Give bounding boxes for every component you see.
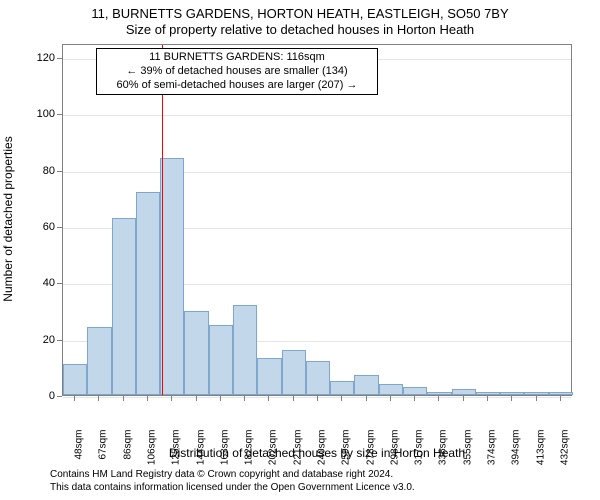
ytick-label: 100 [27, 108, 55, 120]
ytick-label: 80 [27, 165, 55, 177]
bar [233, 305, 257, 395]
xtick-label: 182sqm [244, 430, 255, 480]
y-axis-label: Number of detached properties [1, 119, 15, 319]
xtick-label: 355sqm [462, 430, 473, 480]
xtick-mark [268, 396, 269, 401]
ytick-mark [57, 340, 62, 341]
bar [549, 392, 573, 395]
bar [306, 361, 330, 395]
bar [452, 389, 476, 395]
ytick-label: 20 [27, 334, 55, 346]
xtick-mark [293, 396, 294, 401]
ytick-label: 0 [27, 390, 55, 402]
bar [184, 311, 208, 395]
xtick-label: 259sqm [341, 430, 352, 480]
xtick-label: 48sqm [74, 430, 85, 480]
xtick-mark [244, 396, 245, 401]
ytick-mark [57, 171, 62, 172]
annotation-line: 60% of semi-detached houses are larger (… [103, 79, 371, 93]
xtick-label: 240sqm [317, 430, 328, 480]
gridline-h [63, 115, 571, 116]
xtick-mark [341, 396, 342, 401]
bar [87, 327, 111, 395]
xtick-label: 317sqm [414, 430, 425, 480]
xtick-label: 67sqm [98, 430, 109, 480]
annotation-line: 11 BURNETTS GARDENS: 116sqm [103, 51, 371, 65]
ytick-mark [57, 58, 62, 59]
bar [379, 384, 403, 395]
ytick-label: 40 [27, 277, 55, 289]
ytick-mark [57, 114, 62, 115]
annotation-line: ← 39% of detached houses are smaller (13… [103, 65, 371, 79]
xtick-mark [414, 396, 415, 401]
xtick-label: 278sqm [365, 430, 376, 480]
footer-line: This data contains information licensed … [50, 482, 415, 495]
xtick-mark [390, 396, 391, 401]
ytick-label: 60 [27, 221, 55, 233]
bar [427, 392, 451, 395]
xtick-mark [511, 396, 512, 401]
xtick-label: 125sqm [171, 430, 182, 480]
ytick-mark [57, 396, 62, 397]
title-block: 11, BURNETTS GARDENS, HORTON HEATH, EAST… [0, 6, 600, 37]
xtick-mark [463, 396, 464, 401]
bar [500, 392, 524, 395]
xtick-label: 394sqm [511, 430, 522, 480]
annotation-box: 11 BURNETTS GARDENS: 116sqm ← 39% of det… [96, 48, 378, 95]
xtick-label: 163sqm [219, 430, 230, 480]
bar [330, 381, 354, 395]
xtick-label: 221sqm [292, 430, 303, 480]
xtick-mark [171, 396, 172, 401]
xtick-label: 106sqm [147, 430, 158, 480]
xtick-label: 86sqm [122, 430, 133, 480]
bar [354, 375, 378, 395]
xtick-mark [147, 396, 148, 401]
xtick-mark [317, 396, 318, 401]
xtick-label: 374sqm [487, 430, 498, 480]
gridline-h [63, 172, 571, 173]
ytick-mark [57, 283, 62, 284]
ytick-mark [57, 227, 62, 228]
xtick-label: 202sqm [268, 430, 279, 480]
title-main: 11, BURNETTS GARDENS, HORTON HEATH, EAST… [0, 6, 600, 22]
xtick-mark [536, 396, 537, 401]
xtick-mark [487, 396, 488, 401]
bar [403, 387, 427, 395]
ytick-label: 120 [27, 52, 55, 64]
bar [524, 392, 548, 395]
reference-line [162, 45, 163, 395]
bar [112, 218, 136, 395]
bar [160, 158, 184, 395]
chart-stage: 11, BURNETTS GARDENS, HORTON HEATH, EAST… [0, 0, 600, 500]
xtick-label: 298sqm [389, 430, 400, 480]
xtick-label: 336sqm [438, 430, 449, 480]
bar [209, 325, 233, 395]
xtick-mark [438, 396, 439, 401]
xtick-label: 144sqm [195, 430, 206, 480]
xtick-mark [220, 396, 221, 401]
plot-area [62, 44, 572, 396]
bar [282, 350, 306, 395]
xtick-mark [560, 396, 561, 401]
bar [257, 358, 281, 395]
xtick-mark [74, 396, 75, 401]
xtick-label: 413sqm [535, 430, 546, 480]
xtick-mark [196, 396, 197, 401]
bar [476, 392, 500, 395]
xtick-mark [366, 396, 367, 401]
xtick-label: 432sqm [559, 430, 570, 480]
bar [136, 192, 160, 395]
xtick-mark [98, 396, 99, 401]
title-sub: Size of property relative to detached ho… [0, 22, 600, 38]
xtick-mark [123, 396, 124, 401]
bar [63, 364, 87, 395]
